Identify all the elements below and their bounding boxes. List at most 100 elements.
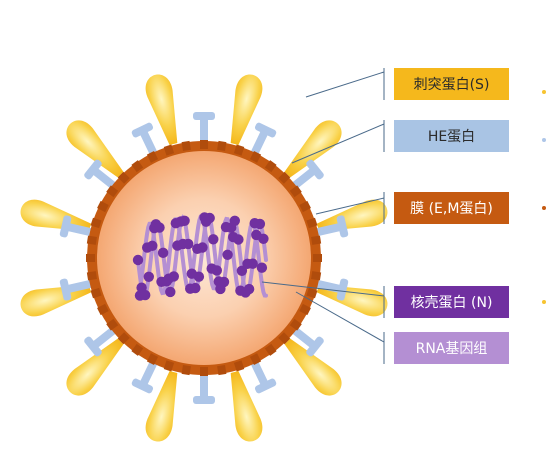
membrane-bump: [90, 287, 102, 299]
membrane-bump: [181, 140, 191, 151]
nucleocapsid-bead: [229, 215, 240, 226]
label-nucleocapsid-protein: 核壳蛋白 (N): [394, 286, 509, 318]
spike-shape: [66, 338, 124, 396]
membrane-segment: [200, 140, 208, 149]
nucleocapsid-beads: [132, 212, 269, 301]
membrane-bump: [306, 287, 318, 299]
membrane-segment: [233, 144, 245, 156]
membrane-segment: [278, 332, 291, 345]
membrane-bump: [306, 217, 318, 229]
he-protein: [314, 215, 349, 238]
membrane-segment: [289, 318, 302, 331]
label-spike-protein: 刺突蛋白(S): [394, 68, 509, 100]
membrane-bump: [163, 144, 175, 156]
nucleocapsid-bead: [208, 234, 219, 245]
membrane-bump: [200, 140, 208, 149]
he-protein: [314, 278, 349, 301]
spike-protein: [230, 74, 263, 146]
he-protein: [291, 159, 324, 190]
membrane-segment: [146, 353, 159, 365]
membrane-bump: [163, 360, 175, 372]
membrane-segment: [86, 254, 95, 262]
membrane-bump: [131, 160, 144, 173]
label-rna-genome: RNA基因组: [394, 332, 509, 364]
membrane-segment: [313, 254, 322, 262]
he-stalk: [67, 223, 94, 237]
leader-rna: [295, 291, 385, 364]
membrane-segment: [289, 185, 302, 198]
he-protein: [193, 112, 215, 144]
he-cap: [254, 122, 277, 138]
he-stalk: [291, 326, 316, 348]
spike-protein: [145, 74, 178, 146]
nucleocapsid-bead: [165, 286, 176, 298]
he-protein: [59, 278, 94, 301]
nucleocapsid-bead: [140, 289, 151, 301]
he-cap: [59, 278, 72, 301]
membrane-bump: [311, 235, 322, 245]
membrane-segment: [249, 353, 262, 365]
he-cap: [336, 215, 349, 238]
membrane-bump: [264, 343, 277, 356]
he-protein: [250, 122, 277, 157]
he-cap: [131, 378, 154, 394]
nucleocapsid-bead: [143, 271, 154, 282]
membrane-segment: [249, 151, 262, 163]
spike-protein: [316, 199, 388, 232]
membrane-bump: [299, 303, 311, 316]
he-protein: [131, 122, 158, 157]
spike-shape: [316, 199, 388, 232]
membrane-segment: [181, 140, 191, 151]
leader-spike: [305, 68, 385, 100]
he-cap: [193, 396, 215, 404]
membrane-segment: [131, 343, 144, 356]
spike-protein: [66, 120, 124, 178]
membrane-bump: [249, 151, 262, 163]
edge-mark: [542, 206, 546, 210]
he-protein: [131, 359, 158, 394]
he-cap: [84, 159, 102, 180]
membrane-bump: [106, 318, 119, 331]
nucleocapsid-bead: [154, 222, 165, 233]
nucleocapsid-bead: [157, 247, 169, 258]
membrane-segment: [97, 200, 109, 213]
membrane-bump: [233, 144, 245, 156]
he-stalk: [291, 168, 316, 190]
membrane-bump: [131, 343, 144, 356]
he-stalk: [140, 359, 158, 386]
he-cap: [306, 336, 324, 357]
membrane-segment: [200, 367, 208, 376]
he-protein: [193, 372, 215, 404]
membrane-segment: [306, 217, 318, 229]
membrane-segment: [146, 151, 159, 163]
membrane-segment: [264, 343, 277, 356]
membrane-bump: [117, 332, 130, 345]
membrane-segment: [131, 160, 144, 173]
spike-protein: [316, 284, 388, 317]
spike-shape: [316, 284, 388, 317]
membrane-segment: [117, 332, 130, 345]
he-protein: [250, 359, 277, 394]
spike-shape: [20, 199, 92, 232]
membrane-bump: [217, 140, 227, 151]
membrane-bump: [181, 365, 191, 376]
membrane-bump: [97, 200, 109, 213]
he-stalk: [314, 279, 341, 293]
membrane-bump: [313, 254, 322, 262]
he-stalk: [92, 326, 117, 348]
membrane-segment: [278, 171, 291, 184]
membrane-segment: [181, 365, 191, 376]
membrane-bump: [299, 200, 311, 213]
label-he-protein: HE蛋白: [394, 120, 509, 152]
spike-protein: [20, 199, 92, 232]
membrane-bump: [106, 185, 119, 198]
spike-protein: [145, 370, 178, 442]
membrane-bump: [146, 151, 159, 163]
membrane-segment: [311, 271, 322, 281]
nucleocapsid-bead: [218, 276, 230, 288]
nucleocapsid-bead: [243, 283, 255, 295]
membrane-segment: [311, 235, 322, 245]
membrane-segment: [86, 235, 97, 245]
spike-shape: [284, 338, 342, 396]
membrane-bump: [233, 360, 245, 372]
